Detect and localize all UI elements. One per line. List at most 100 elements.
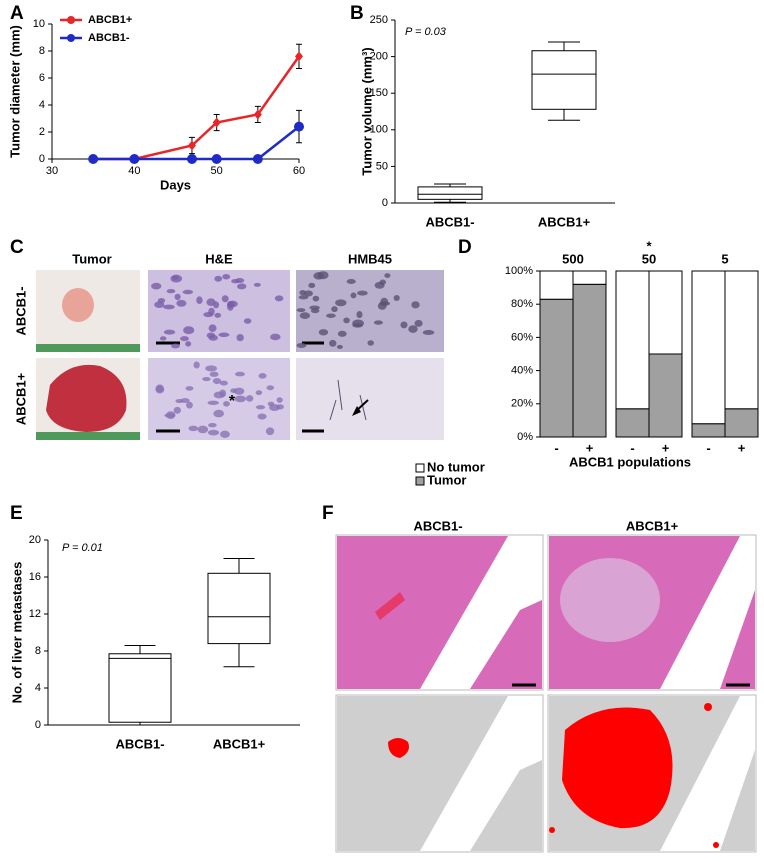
cell-nucleus <box>207 400 219 406</box>
y-tick-label: 8 <box>35 645 41 657</box>
y-tick-label: 250 <box>370 14 388 26</box>
y-tick-label: 80% <box>511 298 533 310</box>
cell-nucleus <box>209 371 219 377</box>
y-tick-label: 50 <box>376 160 388 172</box>
cell-nucleus <box>275 404 284 410</box>
legend-label: ABCB1+ <box>88 14 132 26</box>
box <box>531 50 597 110</box>
vessel <box>375 592 405 620</box>
cell-nucleus <box>411 301 420 309</box>
liver-tissue <box>337 536 508 689</box>
group-label: 50 <box>642 251 656 266</box>
cell-nucleus <box>298 295 309 300</box>
liver-tissue <box>470 600 542 689</box>
group-annotation: * <box>646 238 652 253</box>
group-label: 5 <box>721 251 728 266</box>
y-tick-label: 20 <box>29 534 41 546</box>
cell-nucleus <box>157 298 166 304</box>
cell-nucleus <box>213 391 225 399</box>
cell-nucleus <box>214 312 222 318</box>
cell-nucleus <box>180 336 189 342</box>
panel-c-images <box>36 270 444 440</box>
cell-nucleus <box>336 344 343 349</box>
cell-nucleus <box>296 308 306 313</box>
cell-nucleus <box>274 295 284 302</box>
he-stain <box>148 270 290 352</box>
cell-nucleus <box>233 387 245 395</box>
cell-nucleus <box>350 292 357 299</box>
tumor <box>62 288 94 322</box>
tumor <box>46 364 127 432</box>
y-tick-label: 60% <box>511 331 533 343</box>
cell-nucleus <box>155 384 164 393</box>
bar-segment <box>539 298 574 438</box>
legend-label: No tumor <box>427 459 485 474</box>
cell-nucleus <box>185 386 194 391</box>
metastasis-area <box>704 703 712 711</box>
cell-nucleus <box>186 401 193 409</box>
cell-nucleus <box>270 333 281 341</box>
cell-nucleus <box>276 397 283 403</box>
group-label: 500 <box>562 251 584 266</box>
cell-nucleus <box>331 306 338 313</box>
cell-nucleus <box>393 295 400 302</box>
y-tick-label: 200 <box>370 51 388 63</box>
cell-nucleus <box>384 273 391 278</box>
cell-nucleus <box>173 406 181 414</box>
point <box>253 109 262 120</box>
dendrite <box>329 379 367 421</box>
column-label: Tumor <box>72 251 111 266</box>
x-tick-label: 50 <box>211 165 223 177</box>
annotation: * <box>229 393 236 410</box>
cell-nucleus <box>243 318 252 324</box>
cell-nucleus <box>172 275 179 280</box>
cell-nucleus <box>214 275 223 282</box>
cell-nucleus <box>337 330 347 337</box>
cell-nucleus <box>266 385 275 391</box>
cell-nucleus <box>197 425 209 434</box>
y-tick-label: 8 <box>39 45 45 57</box>
y-tick-label: 40% <box>511 365 533 377</box>
cell-nucleus <box>257 413 267 420</box>
y-tick-label: 2 <box>39 126 45 138</box>
x-tick-label: 60 <box>293 165 305 177</box>
x-tick-label: + <box>738 440 746 455</box>
legend-label: ABCB1- <box>88 32 130 44</box>
cell-nucleus <box>258 373 267 379</box>
legend-swatch <box>415 476 425 486</box>
cell-nucleus <box>196 296 203 305</box>
cell-nucleus <box>356 310 363 319</box>
cell-nucleus <box>379 301 391 306</box>
bar-segment <box>724 270 759 410</box>
y-tick-label: 6 <box>39 72 45 84</box>
cell-nucleus <box>255 390 263 396</box>
legend-swatch <box>415 463 425 473</box>
cell-nucleus <box>182 289 194 295</box>
legend-label: Tumor <box>427 472 466 487</box>
cell-nucleus <box>326 313 336 318</box>
arrow-head <box>352 406 361 416</box>
hmb45-stain <box>296 270 444 352</box>
cell-nucleus <box>255 405 266 410</box>
series-line <box>93 55 301 161</box>
x-tick-label: ABCB1- <box>115 736 164 751</box>
metastasis-area <box>388 738 409 758</box>
y-tick-label: 0 <box>382 197 388 209</box>
metastasis-area <box>549 827 555 833</box>
column-label: H&E <box>205 251 233 266</box>
y-axis-label: Tumor diameter (mm) <box>7 25 22 158</box>
column-label: ABCB1+ <box>626 518 679 533</box>
cell-nucleus <box>329 339 337 347</box>
row-label: ABCB1- <box>13 286 28 335</box>
liver-area <box>337 696 508 851</box>
point <box>187 140 196 151</box>
y-tick-label: 16 <box>29 571 41 583</box>
cell-nucleus <box>193 361 200 369</box>
y-tick-label: 0 <box>35 719 41 731</box>
cell-nucleus <box>357 290 368 296</box>
panel-label: A <box>10 3 24 24</box>
box <box>108 653 172 723</box>
cell-nucleus <box>343 317 350 324</box>
point <box>186 154 197 164</box>
